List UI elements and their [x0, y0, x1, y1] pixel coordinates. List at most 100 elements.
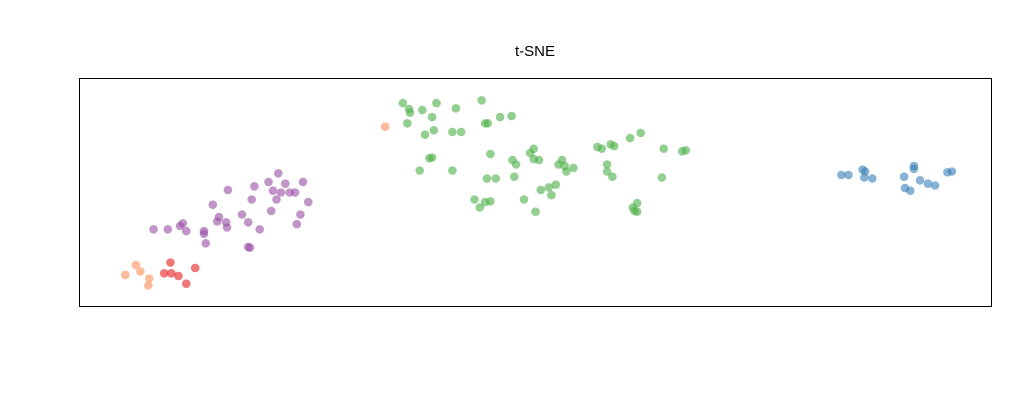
data-point	[602, 160, 612, 169]
data-point	[531, 207, 540, 216]
data-point	[507, 111, 516, 121]
data-point	[427, 112, 437, 122]
data-point	[149, 225, 158, 234]
data-point	[243, 218, 253, 227]
data-point	[597, 144, 607, 153]
data-point	[491, 174, 501, 183]
data-point	[182, 279, 191, 289]
data-point	[136, 267, 145, 276]
data-point	[529, 144, 538, 153]
data-point	[486, 197, 495, 206]
data-point	[159, 269, 169, 278]
data-point	[557, 155, 567, 165]
data-point	[602, 167, 612, 176]
data-point	[947, 167, 957, 176]
data-point	[429, 126, 439, 135]
data-point	[144, 281, 153, 290]
data-point	[266, 206, 276, 216]
data-point	[144, 274, 154, 283]
data-point	[167, 269, 176, 278]
data-point	[166, 258, 175, 267]
data-point	[625, 133, 635, 143]
scatter-points	[121, 96, 957, 290]
data-point	[403, 119, 412, 128]
data-point	[121, 270, 130, 280]
data-point	[860, 173, 869, 182]
data-point	[255, 225, 264, 234]
data-point	[510, 172, 519, 181]
data-point	[608, 172, 617, 181]
data-point	[659, 144, 668, 153]
data-point	[250, 182, 259, 191]
data-point	[475, 203, 485, 212]
data-point	[899, 172, 909, 181]
data-point	[536, 185, 546, 195]
data-point	[636, 128, 645, 138]
data-point	[380, 122, 390, 131]
data-point	[268, 186, 278, 195]
data-point	[495, 112, 505, 122]
data-point	[281, 179, 290, 188]
data-point	[298, 177, 308, 187]
data-point	[483, 119, 493, 128]
data-point	[222, 223, 232, 232]
data-point	[477, 96, 486, 105]
data-point	[405, 108, 415, 117]
data-point	[681, 146, 691, 155]
data-point	[868, 174, 877, 183]
data-point	[930, 181, 940, 190]
data-point	[398, 98, 408, 108]
data-point	[569, 163, 578, 173]
data-point	[131, 260, 141, 270]
data-point	[182, 226, 191, 236]
data-point	[264, 177, 273, 187]
data-point	[190, 263, 200, 273]
data-point	[657, 173, 667, 182]
data-point	[292, 219, 302, 229]
data-point	[304, 197, 313, 207]
data-point	[276, 188, 286, 197]
data-point	[915, 176, 925, 185]
data-point	[508, 155, 517, 165]
data-point	[178, 219, 188, 228]
data-point	[837, 170, 846, 180]
data-point	[290, 188, 300, 197]
data-point	[201, 239, 211, 248]
data-point	[844, 170, 853, 180]
data-point	[923, 179, 933, 188]
data-point	[296, 210, 305, 219]
data-point	[432, 98, 441, 108]
data-point	[223, 185, 233, 195]
data-point	[482, 174, 492, 183]
data-point	[208, 200, 218, 209]
data-point	[174, 271, 183, 281]
data-point	[909, 164, 919, 174]
data-point	[448, 127, 457, 137]
plot-frame	[79, 78, 992, 307]
data-point	[272, 195, 281, 204]
data-point	[163, 225, 173, 234]
data-point	[906, 186, 915, 195]
data-point	[427, 153, 437, 162]
data-point	[199, 226, 209, 236]
data-point	[214, 212, 224, 222]
chart-title: t-SNE	[515, 43, 555, 60]
data-point	[534, 155, 544, 165]
data-point	[456, 127, 466, 137]
data-point	[632, 198, 642, 208]
data-point	[415, 166, 425, 175]
data-point	[544, 183, 554, 192]
data-point	[470, 195, 479, 204]
data-point	[547, 190, 556, 200]
data-point	[551, 180, 561, 189]
data-point	[451, 104, 461, 113]
data-point	[247, 195, 256, 204]
data-point	[562, 167, 571, 176]
data-point	[245, 243, 255, 252]
data-point	[632, 207, 642, 216]
data-point	[519, 195, 529, 204]
data-point	[237, 210, 247, 219]
data-point	[420, 130, 430, 139]
data-point	[448, 166, 457, 175]
